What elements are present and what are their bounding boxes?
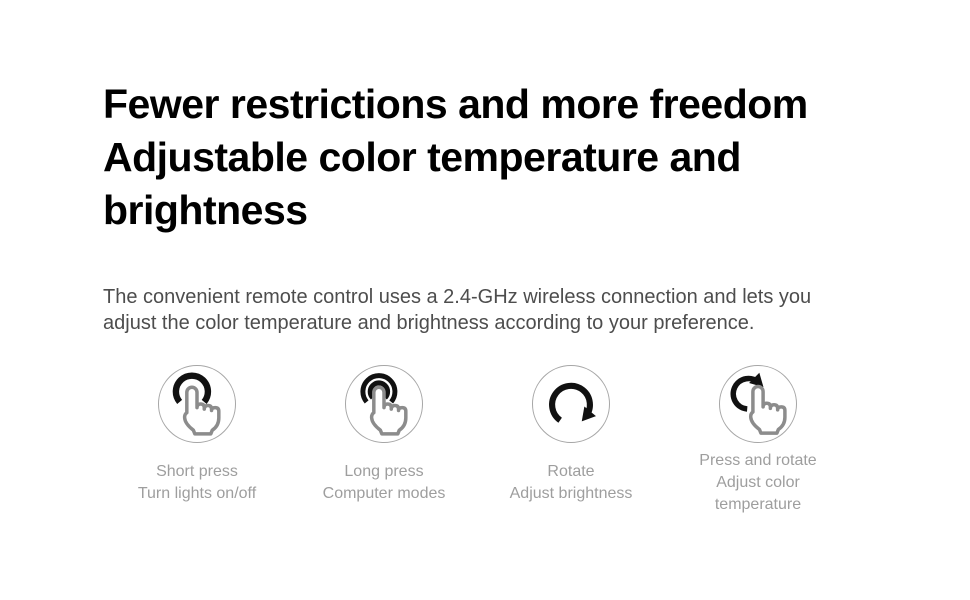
feature-title: Short press: [156, 463, 238, 480]
icon-circle: [345, 365, 423, 443]
page-title-line-3: brightness: [103, 187, 308, 233]
long-press-icon: [360, 373, 408, 436]
feature-labels: Short press Turn lights on/off: [138, 447, 256, 519]
feature-labels: Rotate Adjust brightness: [510, 447, 633, 519]
feature-title: Press and rotate: [699, 452, 817, 469]
icon-circle: [532, 365, 610, 443]
feature-subtitle: Adjust color temperature: [714, 474, 802, 513]
feature-subtitle: Computer modes: [322, 485, 446, 502]
feature-labels: Long press Computer modes: [323, 447, 446, 519]
content-wrapper: Fewer restrictions and more freedom Adju…: [103, 78, 910, 519]
feature-row: Short press Turn lights on/off Long pres…: [117, 365, 910, 519]
icon-circle: [719, 365, 797, 443]
description-line-2: adjust the color temperature and brightn…: [103, 312, 755, 334]
page-title-line-1: Fewer restrictions and more freedom: [103, 81, 808, 127]
feature-short-press: Short press Turn lights on/off: [117, 365, 277, 519]
feature-title: Long press: [344, 463, 424, 480]
feature-title: Rotate: [547, 463, 595, 480]
page-title-line-2: Adjustable color temperature and: [103, 134, 741, 180]
short-press-icon: [172, 372, 221, 436]
feature-press-and-rotate: Press and rotate Adjust color temperatur…: [678, 365, 838, 519]
page-title: Fewer restrictions and more freedom Adju…: [103, 78, 910, 237]
description-paragraph: The convenient remote control uses a 2.4…: [103, 284, 910, 336]
feature-long-press: Long press Computer modes: [304, 365, 464, 519]
rotate-icon: [549, 382, 596, 423]
description-line-1: The convenient remote control uses a 2.4…: [103, 286, 812, 308]
feature-rotate: Rotate Adjust brightness: [491, 365, 651, 519]
feature-subtitle: Adjust brightness: [509, 485, 633, 502]
press-and-rotate-icon: [730, 372, 787, 435]
icon-circle: [158, 365, 236, 443]
feature-labels: Press and rotate Adjust color temperatur…: [678, 447, 838, 519]
feature-subtitle: Turn lights on/off: [137, 485, 257, 502]
